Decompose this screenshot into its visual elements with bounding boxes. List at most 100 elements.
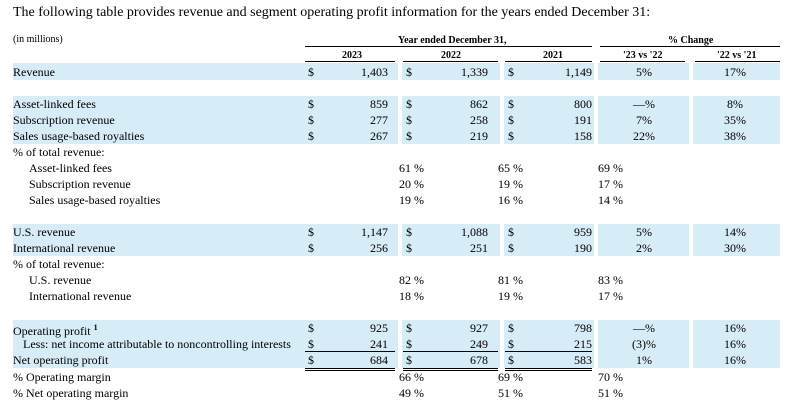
- col-separator: [689, 63, 693, 403]
- change-22v21: 8%: [727, 97, 743, 111]
- row-label: Less: net income attributable to noncont…: [23, 337, 291, 351]
- value-2022: 19 %: [498, 289, 523, 303]
- table-row: International revenue $ 256 $ 251 $ 190 …: [0, 240, 799, 256]
- value-2022: 678: [470, 353, 488, 367]
- value-2022: 862: [470, 97, 488, 111]
- value-2022: 65 %: [498, 161, 523, 175]
- band-operating-profit: [13, 320, 780, 368]
- row-label: International revenue: [13, 241, 116, 255]
- table-row: Asset-linked fees $ 859 $ 862 $ 800 —% 8…: [0, 96, 799, 112]
- currency-symbol: $: [406, 97, 412, 111]
- col-2022-header: 2022: [441, 50, 461, 61]
- change-22v21: 38%: [724, 129, 746, 143]
- value-2021: 798: [574, 321, 592, 335]
- header-rule-23v22: [600, 61, 685, 62]
- value-2022: 219: [470, 129, 488, 143]
- table-row: Operating profit 1 $ 925 $ 927 $ 798 —% …: [0, 320, 799, 339]
- value-2023: 49 %: [399, 386, 424, 400]
- change-22v21: 17%: [724, 65, 746, 79]
- table-row: Sales usage-based royalties $ 267 $ 219 …: [0, 128, 799, 144]
- value-2021: 17 %: [598, 289, 623, 303]
- change-22v21: 16%: [724, 337, 746, 351]
- band-geo-revenue: [13, 224, 780, 256]
- subtotal-rule: [403, 351, 498, 352]
- total-rule: [403, 370, 498, 371]
- value-2021: 51 %: [598, 386, 623, 400]
- change-22v21: 16%: [724, 353, 746, 367]
- currency-symbol: $: [406, 241, 412, 255]
- table-row: % Net operating margin 49 % 51 % 51 %: [0, 385, 799, 401]
- value-2022: 19 %: [498, 177, 523, 191]
- change-22v21: 30%: [724, 241, 746, 255]
- change-23v22: 22%: [633, 129, 655, 143]
- value-2023: 20 %: [399, 177, 424, 191]
- currency-symbol: $: [308, 321, 314, 335]
- value-2023: 19 %: [399, 193, 424, 207]
- header-rule-2023: [305, 61, 395, 62]
- change-23v22: 5%: [636, 65, 652, 79]
- total-rule: [305, 368, 395, 369]
- table-row: Revenue $ 1,403 $ 1,339 $ 1,149 5% 17%: [0, 64, 799, 80]
- value-2022: 251: [470, 241, 488, 255]
- footnote-marker: 1: [93, 323, 98, 332]
- value-2021: 959: [574, 225, 592, 239]
- change-23v22: —%: [633, 97, 655, 111]
- value-2022: 51 %: [498, 386, 523, 400]
- change-22v21: 14%: [724, 225, 746, 239]
- value-2023: 82 %: [399, 273, 424, 287]
- currency-symbol: $: [406, 321, 412, 335]
- band-revenue-components: [13, 96, 780, 144]
- total-rule: [505, 368, 592, 369]
- value-2022: 69 %: [498, 370, 523, 384]
- total-rule: [403, 368, 498, 369]
- row-label: Operating profit 1: [13, 320, 98, 339]
- currency-symbol: $: [406, 65, 412, 79]
- value-2022: 81 %: [498, 273, 523, 287]
- currency-symbol: $: [308, 241, 314, 255]
- row-label: Asset-linked fees: [29, 161, 112, 175]
- value-2023: 66 %: [399, 370, 424, 384]
- currency-symbol: $: [508, 65, 514, 79]
- col-2023-header: 2023: [342, 50, 362, 61]
- row-label: U.S. revenue: [13, 225, 76, 239]
- table-row: Subscription revenue $ 277 $ 258 $ 191 7…: [0, 112, 799, 128]
- total-rule: [305, 370, 395, 371]
- change-23v22: 1%: [636, 353, 652, 367]
- value-2023: 241: [370, 337, 388, 351]
- currency-symbol: $: [308, 129, 314, 143]
- value-2023: 1,147: [361, 225, 388, 239]
- row-label: % Operating margin: [13, 370, 111, 384]
- value-2021: 158: [574, 129, 592, 143]
- subtotal-rule: [305, 351, 395, 352]
- currency-symbol: $: [508, 337, 514, 351]
- value-2022: 1,339: [461, 65, 488, 79]
- row-label: Sales usage-based royalties: [13, 129, 145, 143]
- subtotal-rule: [505, 351, 592, 352]
- table-intro-text: The following table provides revenue and…: [13, 5, 651, 20]
- value-2023: 267: [370, 129, 388, 143]
- value-2021: 1,149: [565, 65, 592, 79]
- value-2023: 859: [370, 97, 388, 111]
- currency-symbol: $: [508, 97, 514, 111]
- row-label: % Net operating margin: [13, 386, 129, 400]
- value-2022: 927: [470, 321, 488, 335]
- value-2023: 256: [370, 241, 388, 255]
- table-row: Net operating profit $ 684 $ 678 $ 583 1…: [0, 352, 799, 368]
- change-23v22: 2%: [636, 241, 652, 255]
- row-label: Subscription revenue: [29, 177, 131, 191]
- table-row: U.S. revenue $ 1,147 $ 1,088 $ 959 5% 14…: [0, 224, 799, 240]
- table-row: % Operating margin 66 % 69 % 70 %: [0, 369, 799, 385]
- change-23v22: (3)%: [632, 337, 656, 351]
- row-label: Sales usage-based royalties: [29, 193, 161, 207]
- value-2021: 17 %: [598, 177, 623, 191]
- year-ended-rule: [305, 46, 592, 47]
- currency-symbol: $: [308, 225, 314, 239]
- value-2021: 69 %: [598, 161, 623, 175]
- col-separator: [500, 63, 504, 403]
- change-22v21: 35%: [724, 113, 746, 127]
- band-revenue: [13, 63, 780, 80]
- currency-symbol: $: [508, 321, 514, 335]
- change-23v22: —%: [633, 321, 655, 335]
- table-row: % of total revenue:: [0, 256, 799, 272]
- header-rule-2022: [403, 61, 498, 62]
